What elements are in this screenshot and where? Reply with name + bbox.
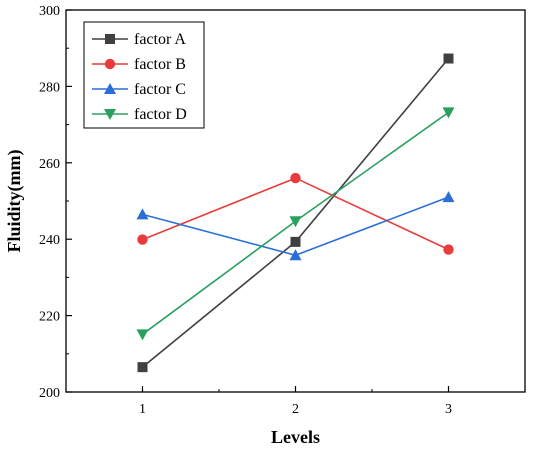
data-point: [136, 208, 149, 220]
series-1: [137, 172, 454, 255]
series-2: [136, 191, 455, 261]
legend-label: factor C: [134, 81, 186, 98]
legend-label: factor A: [134, 31, 186, 48]
x-axis-title: Levels: [271, 427, 320, 447]
data-point: [289, 216, 302, 228]
legend-marker: [104, 58, 116, 70]
data-point: [137, 362, 148, 373]
series-0: [137, 53, 454, 373]
series-layer: [136, 53, 455, 373]
data-point: [290, 236, 301, 247]
y-tick-label: 200: [39, 386, 60, 401]
x-tick-label: 2: [292, 402, 299, 417]
data-point: [442, 191, 455, 203]
legend-marker: [104, 109, 116, 120]
legend-label: factor B: [134, 56, 186, 73]
data-point: [137, 234, 148, 245]
legend-label: factor D: [134, 106, 187, 123]
data-point: [443, 53, 454, 64]
y-tick-label: 220: [39, 310, 60, 325]
data-point: [289, 249, 302, 261]
y-tick-label: 260: [39, 157, 60, 172]
data-point: [290, 172, 301, 184]
y-axis-ticks: 200 220 240 260 280 300: [39, 4, 72, 401]
data-point: [442, 107, 455, 119]
data-point: [443, 244, 454, 255]
series-3: [136, 107, 455, 341]
legend-marker: [104, 83, 116, 94]
legend: factor A factor B factor C factor D: [83, 21, 205, 129]
x-axis-ticks: 1 2 3: [65, 386, 526, 417]
data-point: [136, 329, 149, 341]
y-tick-label: 280: [39, 80, 60, 95]
y-tick-label: 240: [39, 233, 60, 248]
y-axis-title: Fluidity(mm): [4, 150, 25, 253]
legend-marker: [105, 34, 115, 44]
x-tick-label: 3: [445, 402, 452, 417]
x-tick-label: 1: [139, 402, 146, 417]
y-tick-label: 300: [39, 4, 60, 19]
